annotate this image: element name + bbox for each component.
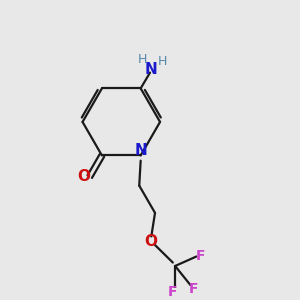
Text: F: F <box>189 282 199 296</box>
Text: H: H <box>158 55 167 68</box>
Text: F: F <box>167 285 177 299</box>
Text: O: O <box>144 234 157 249</box>
Text: N: N <box>135 143 148 158</box>
Text: O: O <box>77 169 90 184</box>
Text: N: N <box>145 62 158 77</box>
Text: F: F <box>196 249 205 263</box>
Text: H: H <box>138 53 148 66</box>
